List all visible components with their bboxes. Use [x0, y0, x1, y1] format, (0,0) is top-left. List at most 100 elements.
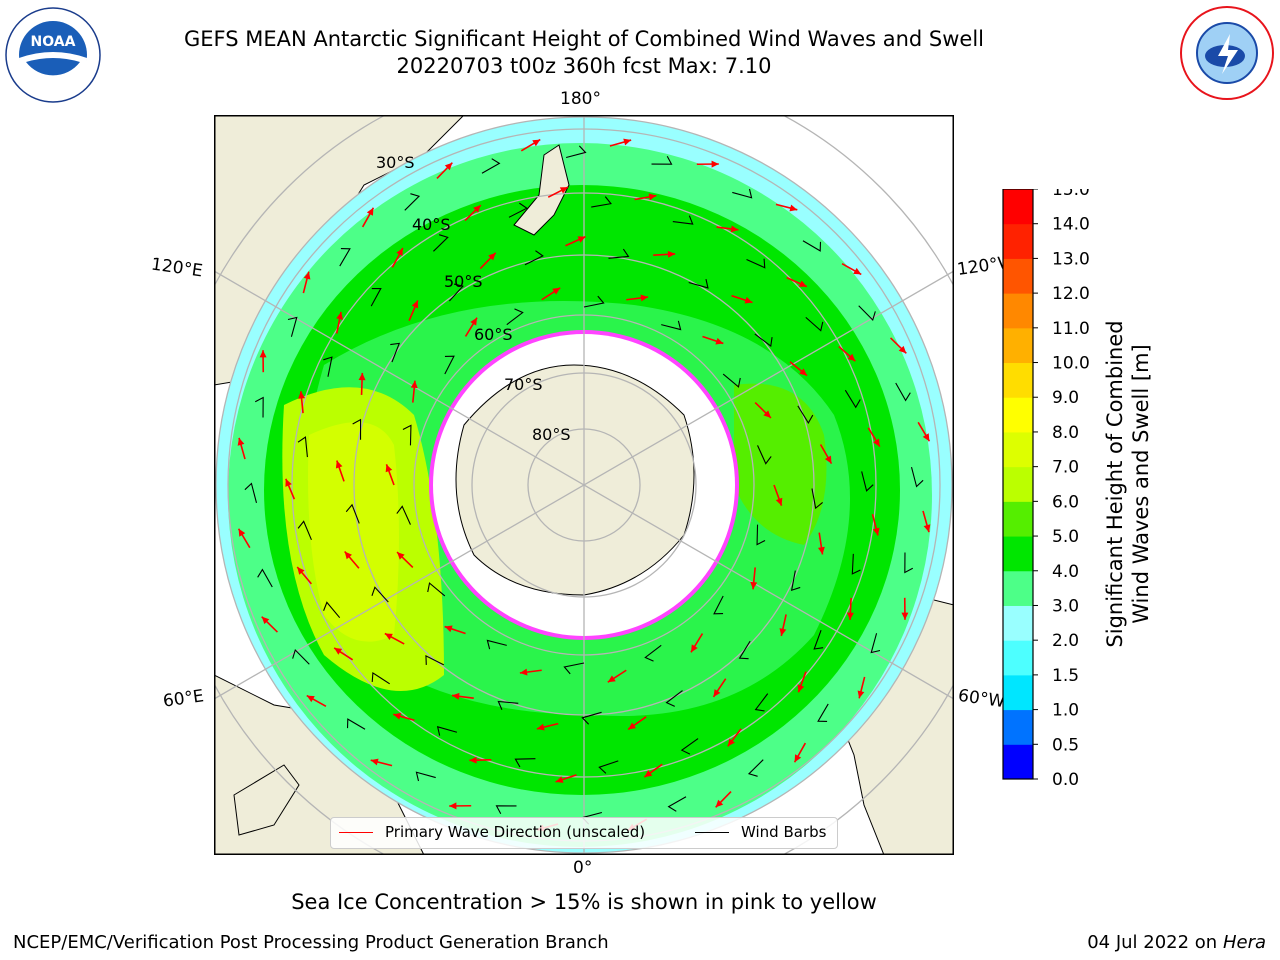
- wave-direction-arrow: [333, 647, 354, 661]
- wave-direction-arrow: [370, 758, 393, 767]
- wave-direction-arrow: [841, 262, 862, 276]
- wave-direction-arrow: [519, 668, 542, 676]
- wind-barb: [732, 188, 753, 199]
- wave-direction-arrow: [793, 742, 807, 763]
- wind-barb: [297, 436, 308, 458]
- colorbar-segment: [1003, 362, 1033, 398]
- wave-direction-arrow: [393, 712, 415, 722]
- wave-direction-arrow: [296, 566, 312, 585]
- colorbar-tick-label: 7.0: [1052, 458, 1079, 478]
- wind-barb: [448, 283, 464, 302]
- wave-direction-arrow: [547, 186, 569, 198]
- colorbar-segment: [1003, 570, 1033, 606]
- wave-direction-arrow: [451, 692, 474, 700]
- colorbar-segment: [1003, 674, 1033, 711]
- wave-direction-arrow: [449, 802, 472, 810]
- wave-direction-arrow: [626, 294, 649, 302]
- colorbar-tick-label: 2.0: [1052, 631, 1079, 651]
- wave-direction-arrow: [750, 567, 758, 590]
- wind-barb: [844, 389, 861, 409]
- legend-item-wind-barbs: Wind Barbs: [695, 823, 826, 841]
- wave-direction-arrow: [627, 716, 647, 731]
- wave-direction-arrow: [715, 791, 732, 808]
- lat-label-70s: 70°S: [504, 375, 543, 394]
- wind-barb: [565, 145, 587, 159]
- wind-barb: [486, 639, 507, 650]
- wind-barb: [427, 582, 446, 597]
- wave-direction-arrow: [565, 235, 586, 247]
- wave-direction-arrow: [653, 250, 676, 258]
- wind-barb: [583, 295, 605, 308]
- wind-barb: [754, 333, 773, 348]
- colorbar-frame: [1002, 189, 1034, 780]
- wave-direction-arrow: [775, 203, 798, 212]
- wave-direction-arrow: [444, 625, 466, 635]
- wave-direction-arrow: [890, 337, 907, 354]
- wind-barb: [747, 759, 764, 777]
- wave-direction-arrow: [302, 271, 311, 294]
- wind-barb: [370, 287, 382, 307]
- wave-direction-arrow: [384, 632, 405, 645]
- wave-direction-arrow: [716, 225, 739, 233]
- high-swell-east: [734, 383, 827, 545]
- wind-barb: [672, 215, 694, 225]
- wave-direction-arrow: [464, 317, 478, 337]
- polar-map: 30°S 40°S 50°S 60°S 70°S 80°S: [214, 115, 954, 855]
- colorbar-segment: [1003, 744, 1033, 780]
- colorbar-segment: [1003, 223, 1033, 259]
- wind-barb: [436, 726, 458, 736]
- wave-vectors: [237, 138, 931, 832]
- colorbar-tick-label: 14.0: [1052, 215, 1090, 235]
- colorbar-segment: [1003, 258, 1033, 294]
- wave-direction-arrow: [702, 335, 724, 345]
- wind-barb: [396, 505, 411, 525]
- colorbar-tick-label: 11.0: [1052, 319, 1090, 339]
- wind-barb: [371, 586, 389, 603]
- wave-direction-arrow: [871, 513, 880, 536]
- wave-direction-arrow: [917, 421, 931, 442]
- wave-direction-arrow: [773, 484, 783, 506]
- wind-barb: [665, 690, 683, 707]
- wave-direction-arrow: [643, 763, 663, 778]
- wave-direction-arrow: [712, 678, 727, 698]
- colorbar-tick-label: 13.0: [1052, 249, 1090, 269]
- wind-barb: [904, 552, 914, 574]
- wind-barb: [598, 760, 619, 774]
- wind-barb: [339, 247, 351, 267]
- lon-label-60w: 60°W: [956, 685, 1007, 713]
- wave-direction-arrow: [779, 614, 787, 637]
- wave-direction-arrow: [237, 528, 251, 549]
- wave-direction-arrow: [306, 694, 327, 708]
- colorbar-tick-label: 3.0: [1052, 596, 1079, 616]
- wave-direction-arrow: [335, 460, 345, 482]
- wind-barb: [444, 355, 455, 375]
- colorbar-segment: [1003, 189, 1033, 225]
- colorbar: 0.0 0.5 1.0 1.5 2.0 3.0 4.0 5.0 6.0 7.0 8.0 9.0 10.0…: [1002, 189, 1090, 790]
- wind-barb: [371, 671, 390, 685]
- footer-branch: NCEP/EMC/Verification Post Processing Pr…: [13, 932, 609, 953]
- lat-label-50s: 50°S: [444, 272, 483, 291]
- colorbar-segment: [1003, 536, 1033, 572]
- wave-direction-arrow: [358, 372, 366, 395]
- colorbar-segment: [1003, 709, 1033, 745]
- wind-barb: [811, 488, 823, 510]
- wind-barb: [851, 553, 861, 575]
- wind-barb: [390, 342, 401, 363]
- wind-barb: [292, 648, 310, 665]
- colorbar-tick-label: 8.0: [1052, 423, 1079, 443]
- wind-barb: [346, 718, 366, 730]
- wave-direction-arrow: [298, 391, 306, 414]
- wind-barb: [506, 308, 524, 326]
- wave-direction-arrow: [335, 311, 344, 334]
- colorbar-segment: [1003, 397, 1033, 433]
- wave-direction-arrow: [731, 294, 753, 304]
- legend-label: Primary Wave Direction (unscaled): [385, 823, 646, 841]
- wind-barb: [861, 471, 874, 492]
- wave-direction-arrow: [867, 427, 881, 448]
- legend-swatch-black: [695, 831, 729, 833]
- colorbar-tick-label: 0.5: [1052, 735, 1079, 755]
- wind-barb: [402, 424, 412, 446]
- colorbar-tick-label: 9.0: [1052, 388, 1079, 408]
- wave-direction-arrow: [901, 597, 909, 620]
- colorbar-tick-label: 4.0: [1052, 562, 1079, 582]
